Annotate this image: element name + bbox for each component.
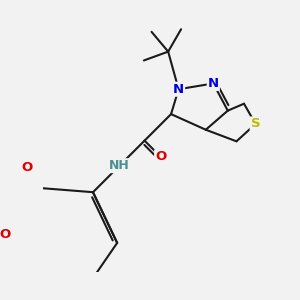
Text: N: N [208, 77, 219, 90]
Text: S: S [251, 118, 260, 130]
Text: O: O [155, 150, 166, 163]
Text: O: O [0, 228, 11, 241]
Text: N: N [173, 83, 184, 96]
Text: NH: NH [109, 159, 130, 172]
Text: O: O [22, 160, 33, 174]
